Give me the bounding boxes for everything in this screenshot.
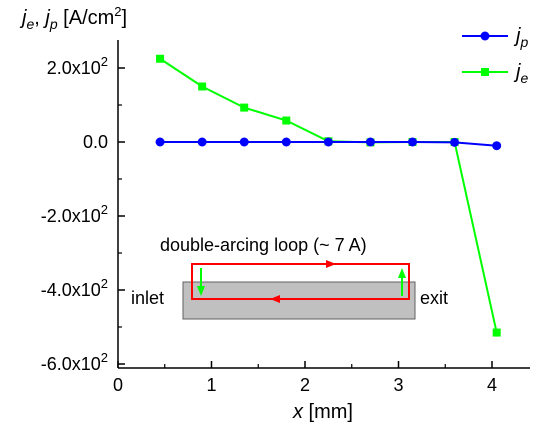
point-je — [282, 116, 291, 125]
x-axis-title: x [mm] — [292, 401, 353, 423]
inlet-label: inlet — [131, 288, 164, 308]
point-jp — [450, 137, 460, 147]
y-ticks: 2.0x102 0.0 -2.0x102 -4.0x102 -6.0x102 — [41, 54, 125, 374]
point-jp — [281, 137, 291, 147]
legend-marker-jp — [480, 31, 490, 41]
point-jp — [492, 141, 502, 151]
y-tick-label: -2.0x102 — [41, 202, 108, 226]
point-jp — [239, 137, 249, 147]
x-tick-label: 0 — [113, 375, 123, 395]
exit-label: exit — [420, 288, 448, 308]
inlet-arrow-head — [197, 286, 205, 296]
point-je — [156, 54, 165, 63]
exit-arrow-head — [398, 268, 406, 278]
x-tick-label: 4 — [487, 375, 497, 395]
legend: jp je — [462, 25, 528, 86]
inset-loop — [191, 263, 410, 300]
legend-label-jp: jp — [513, 25, 528, 50]
legend-marker-je — [481, 68, 489, 76]
inset-schematic: double-arcing loop (~ 7 A) inlet exit — [131, 235, 448, 320]
point-jp — [323, 137, 333, 147]
inset-title: double-arcing loop (~ 7 A) — [160, 235, 367, 255]
x-tick-label: 3 — [393, 375, 403, 395]
loop-arrow-right — [326, 260, 336, 268]
x-tick-label: 2 — [300, 375, 310, 395]
x-ticks: 0 1 2 3 4 — [113, 361, 497, 395]
series-layer — [155, 54, 502, 337]
point-jp — [408, 137, 418, 147]
y-tick-label: -4.0x102 — [41, 276, 108, 300]
inset-block — [182, 281, 416, 320]
x-tick-label: 1 — [206, 375, 216, 395]
point-je — [492, 328, 501, 337]
point-jp — [365, 137, 375, 147]
legend-label-je: je — [513, 61, 528, 86]
y-tick-label: -6.0x102 — [41, 350, 108, 374]
y-tick-label: 2.0x102 — [47, 54, 108, 78]
point-jp — [155, 137, 165, 147]
point-jp — [197, 137, 207, 147]
point-je — [198, 82, 207, 91]
loop-arrow-left — [270, 295, 280, 303]
series-jp — [155, 137, 502, 151]
y-tick-label: 0.0 — [83, 132, 108, 152]
point-je — [240, 103, 249, 112]
y-axis-title: je, jp [A/cm2] — [19, 4, 127, 32]
